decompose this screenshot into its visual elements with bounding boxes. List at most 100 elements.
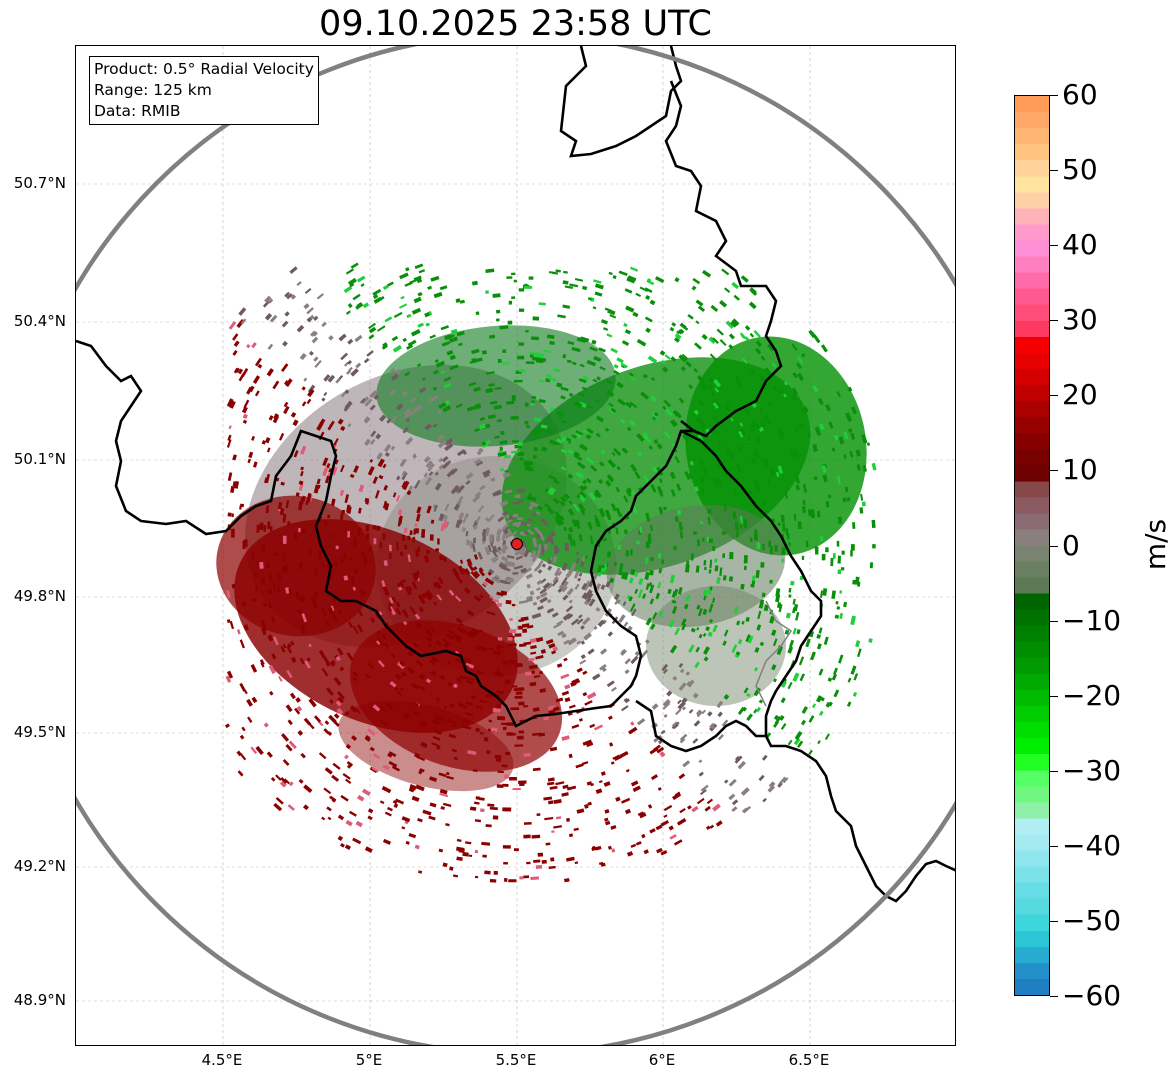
echo-speckle (298, 561, 303, 570)
echo-speckle (507, 643, 517, 647)
echo-speckle (293, 450, 299, 458)
echo-speckle (352, 586, 357, 591)
echo-speckle (840, 567, 845, 571)
echo-speckle (380, 719, 390, 727)
echo-speckle (358, 609, 364, 617)
echo-speckle (479, 732, 484, 735)
echo-speckle (403, 411, 412, 419)
echo-speckle (866, 442, 871, 446)
echo-speckle (677, 701, 686, 710)
echo-speckle (514, 633, 522, 637)
echo-speckle (565, 437, 572, 443)
echo-speckle (429, 334, 436, 339)
echo-speckle (478, 567, 484, 573)
echo-speckle (502, 845, 511, 849)
echo-speckle (325, 687, 334, 696)
echo-speckle (731, 806, 738, 813)
echo-speckle (463, 587, 471, 595)
echo-speckle (491, 549, 499, 559)
echo-speckle (582, 616, 591, 626)
echo-speckle (728, 344, 734, 350)
echo-speckle (694, 486, 699, 492)
echo-speckle (681, 353, 689, 360)
echo-speckle (656, 443, 663, 450)
echo-speckle (433, 504, 438, 513)
radar-map[interactable] (75, 45, 956, 1046)
echo-speckle (560, 448, 568, 454)
echo-speckle (517, 687, 525, 691)
echo-speckle (459, 559, 464, 564)
echo-speckle (466, 405, 475, 412)
echo-speckle (503, 540, 506, 544)
echo-speckle (485, 694, 493, 699)
echo-speckle (535, 510, 541, 515)
echo-speckle (421, 593, 427, 599)
echo-speckle (496, 591, 504, 597)
echo-speckle (384, 765, 390, 771)
echo-speckle (575, 763, 584, 769)
echo-speckle (227, 472, 233, 481)
echo-speckle (581, 386, 588, 391)
echo-speckle (749, 368, 756, 375)
echo-speckle (722, 640, 727, 646)
echo-speckle (474, 428, 480, 433)
echo-speckle (808, 715, 815, 723)
echo-speckle (678, 397, 685, 404)
echo-speckle (755, 340, 763, 347)
echo-speckle (269, 314, 278, 323)
echo-speckle (690, 553, 694, 561)
echo-speckle (438, 464, 445, 470)
echo-speckle (488, 719, 493, 723)
echo-speckle (799, 575, 804, 581)
echo-speckle (564, 542, 569, 552)
echo-speckle (426, 505, 432, 514)
echo-speckle (424, 312, 431, 318)
echo-speckle (506, 732, 514, 736)
echo-speckle (602, 564, 605, 569)
echo-speckle (556, 620, 564, 626)
echo-speckle (355, 820, 363, 828)
echo-speckle (461, 628, 468, 634)
echo-speckle (744, 325, 751, 331)
echo-speckle (681, 706, 687, 711)
echo-speckle (395, 607, 402, 616)
echo-speckle (712, 401, 720, 410)
echo-speckle (452, 633, 463, 642)
echo-speckle (421, 719, 428, 726)
echo-speckle (753, 687, 761, 697)
echo-speckle (493, 404, 502, 410)
echo-speckle (376, 640, 381, 646)
echo-speckle (819, 536, 824, 541)
echo-speckle (306, 398, 312, 405)
echo-speckle (871, 519, 876, 529)
echo-speckle (669, 471, 676, 480)
echo-speckle (402, 713, 409, 719)
echo-speckle (648, 445, 653, 450)
echo-speckle (321, 608, 327, 617)
echo-speckle (579, 484, 586, 492)
echo-speckle (780, 723, 787, 730)
echo-speckle (675, 708, 682, 716)
echo-speckle (439, 285, 448, 291)
echo-speckle (614, 593, 620, 601)
echo-speckle (473, 595, 482, 602)
echo-speckle (550, 530, 556, 537)
echo-speckle (454, 595, 462, 602)
echo-speckle (483, 737, 489, 742)
echo-speckle (349, 283, 355, 288)
echo-speckle (252, 375, 261, 384)
echo-speckle (582, 670, 588, 675)
echo-speckle (695, 646, 700, 653)
echo-speckle (656, 847, 663, 854)
colorbar-tick (1050, 470, 1058, 472)
echo-speckle (668, 825, 674, 831)
echo-speckle (696, 604, 701, 610)
echo-speckle (496, 528, 503, 536)
echo-speckle (734, 755, 743, 764)
echo-speckle (594, 518, 601, 528)
echo-speckle (399, 458, 407, 468)
echo-speckle (267, 634, 274, 642)
echo-speckle (627, 275, 637, 282)
echo-speckle (605, 581, 611, 588)
colorbar-tick (1050, 545, 1058, 547)
